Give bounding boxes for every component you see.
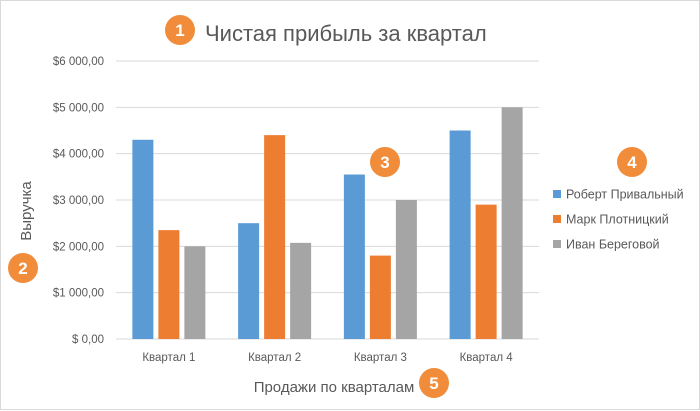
bar <box>501 107 523 339</box>
gridlines <box>116 60 539 340</box>
y-tick-label: $2 000,00 <box>53 241 104 253</box>
x-tick-label: Квартал 3 <box>354 352 407 364</box>
y-tick-label: $3 000,00 <box>53 195 104 207</box>
bar <box>395 200 417 339</box>
legend: Роберт Привальный Марк Плотницкий Иван Бер… <box>553 188 684 252</box>
y-tick-label: $5 000,00 <box>53 102 104 114</box>
y-tick-label: $1 000,00 <box>53 288 104 300</box>
y-tick-label: $ 0,00 <box>72 334 104 346</box>
callout-marker <box>8 253 38 283</box>
callout-number: 5 <box>429 374 438 393</box>
y-tick-label: $6 000,00 <box>53 56 104 68</box>
y-axis-ticks: $ 0,00 $1 000,00 $2 000,00 $3 000,00 $4 000,… <box>53 56 104 346</box>
legend-label: Роберт Привальный <box>566 188 684 202</box>
callout-marker <box>419 368 449 398</box>
legend-swatch <box>553 215 561 223</box>
legend-label: Иван Береговой <box>566 238 660 252</box>
x-axis-title: Продажи по кварталам <box>254 379 415 396</box>
bar <box>264 135 286 339</box>
callout-number: 2 <box>18 259 27 278</box>
bar <box>449 130 471 339</box>
bar <box>475 204 497 339</box>
callout-number: 4 <box>627 153 637 172</box>
x-axis-ticks: Квартал 1 Квартал 2 Квартал 3 Квартал 4 <box>142 352 513 364</box>
callouts: 1 2 3 4 5 <box>8 15 647 398</box>
legend-swatch <box>553 190 561 198</box>
x-tick-label: Квартал 2 <box>248 352 301 364</box>
y-axis-title: Выручка <box>18 181 35 241</box>
x-tick-label: Квартал 4 <box>460 352 514 364</box>
bar <box>184 246 206 339</box>
y-tick-label: $4 000,00 <box>53 149 104 161</box>
bars <box>132 107 523 339</box>
bar <box>343 174 365 339</box>
bar <box>290 242 312 339</box>
callout-marker <box>165 15 195 45</box>
callout-marker <box>370 147 400 177</box>
x-tick-label: Квартал 1 <box>142 352 195 364</box>
callout-number: 3 <box>380 153 389 172</box>
legend-label: Марк Плотницкий <box>566 213 669 227</box>
bar <box>132 139 154 339</box>
callout-number: 1 <box>175 21 184 40</box>
callout-marker <box>617 147 647 177</box>
bar <box>238 223 260 339</box>
bar <box>158 230 180 339</box>
legend-swatch <box>553 240 561 248</box>
bar <box>369 255 391 339</box>
chart-title: Чистая прибыль за квартал <box>205 21 487 46</box>
